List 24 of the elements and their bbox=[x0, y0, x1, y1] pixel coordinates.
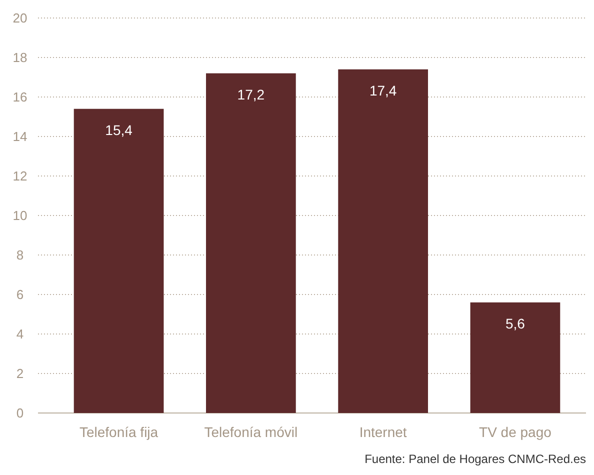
y-tick-label: 14 bbox=[12, 129, 28, 144]
y-tick-label: 18 bbox=[12, 50, 28, 66]
x-tick-label: Internet bbox=[359, 424, 407, 440]
x-tick-label: Telefonía móvil bbox=[204, 424, 298, 440]
y-tick-label: 12 bbox=[12, 168, 28, 184]
data-label: 17,4 bbox=[369, 82, 397, 98]
y-tick-label: 6 bbox=[16, 287, 24, 302]
bar bbox=[74, 108, 164, 413]
y-tick-label: 16 bbox=[12, 90, 28, 105]
data-label: 15,4 bbox=[105, 122, 133, 138]
bar bbox=[338, 69, 428, 413]
y-tick-label: 8 bbox=[16, 248, 24, 263]
x-tick-label: TV de pago bbox=[479, 424, 552, 440]
bar bbox=[206, 73, 296, 413]
data-label: 5,6 bbox=[505, 315, 526, 332]
source-note: Fuente: Panel de Hogares CNMC-Red.es bbox=[364, 452, 586, 466]
y-tick-label: 2 bbox=[16, 366, 24, 382]
data-label: 17,2 bbox=[237, 86, 265, 102]
y-tick-label: 20 bbox=[12, 10, 28, 26]
y-tick-label: 10 bbox=[12, 208, 28, 224]
bar bbox=[470, 302, 560, 413]
y-tick-label: 0 bbox=[16, 406, 24, 421]
x-tick-label: Telefonía fija bbox=[79, 424, 158, 440]
y-tick-label: 4 bbox=[16, 326, 24, 342]
